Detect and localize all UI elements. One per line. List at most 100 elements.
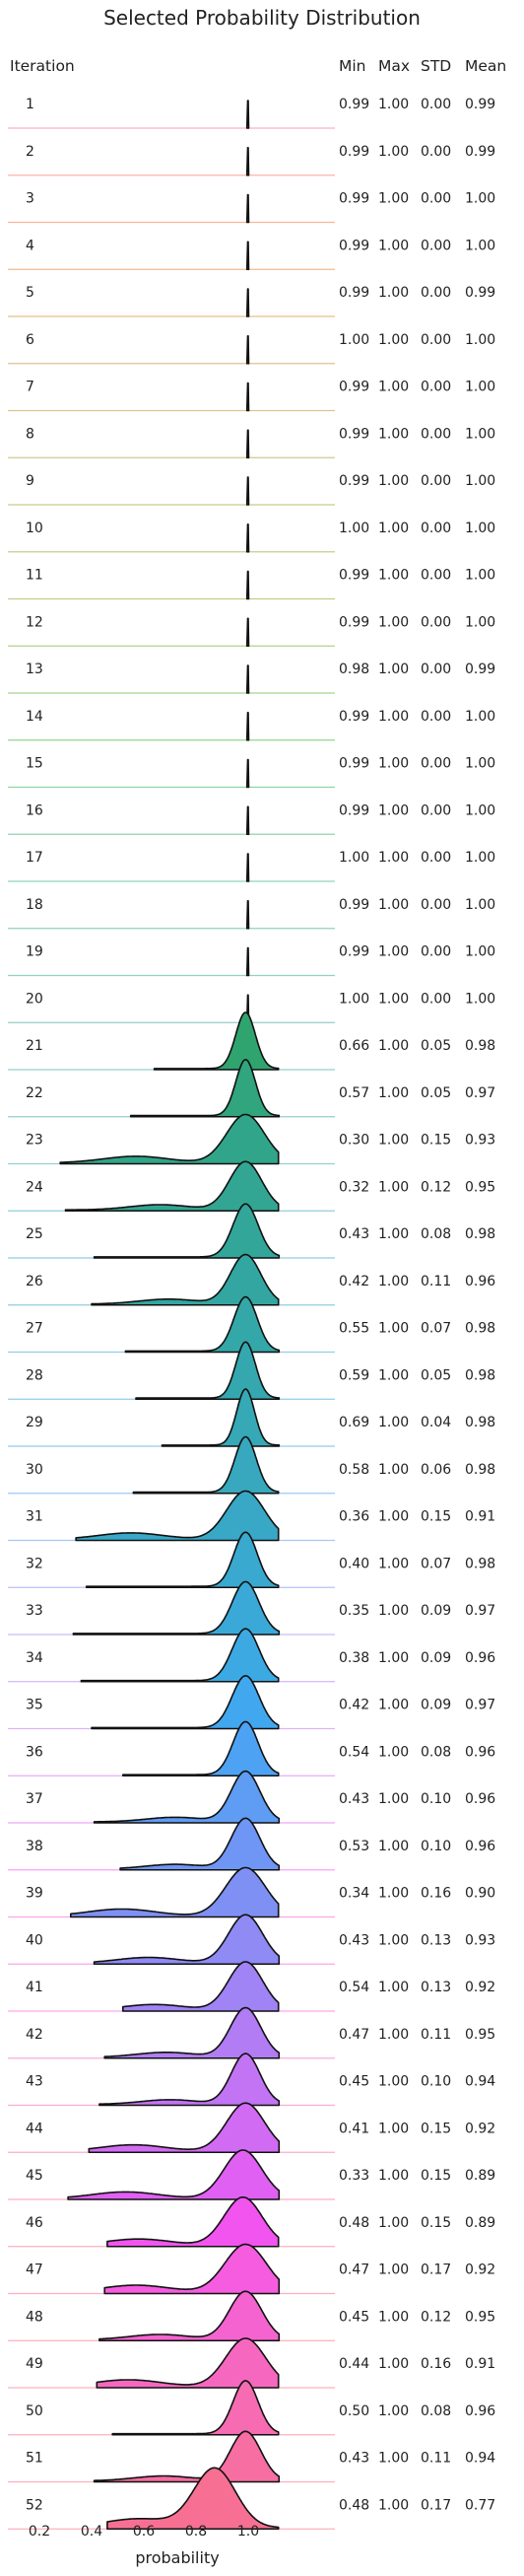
- ridge-row: [8, 900, 335, 930]
- density-curve: [70, 1866, 280, 1918]
- min-value: 0.43: [339, 2451, 369, 2467]
- std-value: 0.04: [421, 1415, 451, 1430]
- min-value: 0.32: [339, 1179, 369, 1195]
- iteration-label: 28: [26, 1367, 43, 1383]
- max-value: 1.00: [378, 144, 409, 160]
- std-value: 0.11: [421, 2451, 451, 2467]
- ridge-row: [8, 523, 335, 553]
- std-value: 0.13: [421, 1932, 451, 1948]
- iteration-label: 32: [26, 1556, 43, 1571]
- density-curve: [88, 2102, 281, 2154]
- max-value: 1.00: [378, 1650, 409, 1666]
- density-curve: [93, 1770, 281, 1824]
- iteration-label: 41: [26, 1980, 43, 1995]
- density-curve: [122, 1720, 280, 1777]
- ridge-row: [8, 476, 335, 506]
- std-value: 0.08: [421, 2403, 451, 2419]
- std-value: 0.00: [421, 521, 451, 536]
- max-value: 1.00: [378, 1179, 409, 1195]
- density-curve: [75, 1490, 280, 1542]
- mean-value: 1.00: [465, 191, 495, 207]
- max-value: 1.00: [378, 1509, 409, 1525]
- ridge-row: [8, 758, 335, 789]
- max-value: 1.00: [378, 1932, 409, 1948]
- iteration-label: 22: [26, 1085, 43, 1101]
- max-value: 1.00: [378, 2168, 409, 2184]
- min-value: 0.99: [339, 802, 369, 818]
- iteration-label: 48: [26, 2309, 43, 2325]
- mean-value: 0.94: [465, 2451, 495, 2467]
- min-value: 0.69: [339, 1415, 369, 1430]
- std-value: 0.00: [421, 426, 451, 442]
- min-value: 0.44: [339, 2356, 369, 2372]
- iteration-label: 29: [26, 1415, 43, 1430]
- iteration-label: 14: [26, 709, 43, 725]
- mean-value: 1.00: [465, 568, 495, 584]
- max-value: 1.00: [378, 756, 409, 772]
- std-value: 0.15: [421, 1509, 451, 1525]
- mean-value: 0.96: [465, 1650, 495, 1666]
- iteration-label: 39: [26, 1886, 43, 1902]
- max-value: 1.00: [378, 1038, 409, 1054]
- std-value: 0.10: [421, 1839, 451, 1854]
- iteration-label: 17: [26, 850, 43, 866]
- max-value: 1.00: [378, 709, 409, 725]
- iteration-label: 51: [26, 2451, 43, 2467]
- density-curve: [93, 1203, 281, 1259]
- ridge-row: [8, 2053, 335, 2107]
- min-value: 0.38: [339, 1650, 369, 1666]
- mean-value: 0.93: [465, 1932, 495, 1948]
- density-curve: [245, 429, 250, 459]
- iteration-label: 8: [26, 426, 34, 442]
- min-value: 0.50: [339, 2403, 369, 2419]
- min-value: 0.55: [339, 1321, 369, 1337]
- ridge-row: [8, 1914, 335, 1966]
- max-value: 1.00: [378, 191, 409, 207]
- density-curve: [245, 570, 250, 600]
- iteration-label: 13: [26, 661, 43, 677]
- max-header: Max: [378, 57, 411, 75]
- std-value: 0.00: [421, 97, 451, 112]
- mean-value: 0.92: [465, 2263, 495, 2278]
- iteration-label: 40: [26, 1932, 43, 1948]
- ridge-row: [8, 429, 335, 459]
- mean-value: 1.00: [465, 709, 495, 725]
- mean-value: 1.00: [465, 380, 495, 395]
- ridge-row: [8, 1388, 335, 1447]
- max-value: 1.00: [378, 991, 409, 1007]
- x-tick-label: 1.0: [237, 2524, 259, 2540]
- min-value: 0.53: [339, 1839, 369, 1854]
- mean-value: 0.91: [465, 2356, 495, 2372]
- mean-value: 0.98: [465, 1415, 495, 1430]
- std-value: 0.16: [421, 1886, 451, 1902]
- min-value: 0.99: [339, 97, 369, 112]
- ridge-row: [8, 712, 335, 741]
- ridge-row: [8, 805, 335, 836]
- min-value: 0.99: [339, 285, 369, 301]
- max-value: 1.00: [378, 568, 409, 584]
- ridge-row: [8, 1253, 335, 1306]
- std-value: 0.00: [421, 802, 451, 818]
- min-value: 0.36: [339, 1509, 369, 1525]
- mean-value: 0.93: [465, 1133, 495, 1149]
- mean-value: 1.00: [465, 756, 495, 772]
- std-value: 0.09: [421, 1603, 451, 1619]
- ridge-row: [8, 1817, 335, 1871]
- density-curve: [59, 1113, 280, 1165]
- std-value: 0.16: [421, 2356, 451, 2372]
- density-curve: [161, 1388, 281, 1447]
- iteration-label: 36: [26, 1744, 43, 1760]
- std-value: 0.00: [421, 380, 451, 395]
- std-value: 0.05: [421, 1367, 451, 1383]
- min-value: 0.41: [339, 2121, 369, 2136]
- max-value: 1.00: [378, 426, 409, 442]
- max-value: 1.00: [378, 1980, 409, 1995]
- max-value: 1.00: [378, 1415, 409, 1430]
- max-value: 1.00: [378, 802, 409, 818]
- max-value: 1.00: [378, 1791, 409, 1807]
- iteration-label: 46: [26, 2215, 43, 2231]
- iteration-label: 45: [26, 2168, 43, 2184]
- max-value: 1.00: [378, 332, 409, 348]
- mean-value: 1.00: [465, 426, 495, 442]
- std-value: 0.00: [421, 756, 451, 772]
